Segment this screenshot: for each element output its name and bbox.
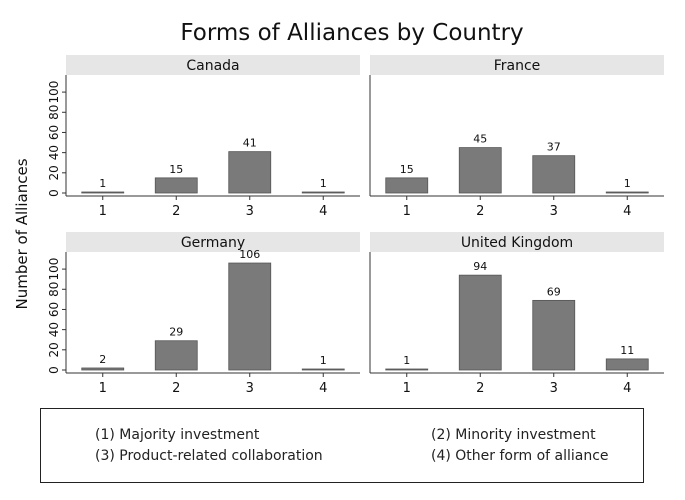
bar-value-label-united-kingdom-3: 69 <box>547 285 561 298</box>
x-tick-label-canada-2: 2 <box>172 204 180 219</box>
x-tick-label-france-2: 2 <box>476 204 484 219</box>
bar-germany-1 <box>81 367 125 371</box>
y-tick-label-canada-100: 100 <box>47 81 61 104</box>
x-tick-label-germany-3: 3 <box>246 381 254 396</box>
y-tick-label-germany-40: 40 <box>47 322 61 337</box>
bar-value-label-france-1: 15 <box>400 163 414 176</box>
panel-header-canada <box>66 55 360 75</box>
x-tick-label-germany-2: 2 <box>172 381 180 396</box>
legend-entry-3: (3) Product-related collaboration <box>95 448 323 464</box>
bar-value-label-germany-1: 2 <box>99 353 106 366</box>
bar-value-label-germany-2: 29 <box>169 326 183 339</box>
legend-entry-4: (4) Other form of alliance <box>431 448 609 464</box>
y-tick-label-germany-100: 100 <box>47 258 61 281</box>
bar-united-kingdom-1 <box>385 368 429 371</box>
bar-canada-3 <box>228 151 272 194</box>
y-tick-label-canada-60: 60 <box>47 125 61 140</box>
bar-value-label-france-4: 1 <box>624 177 631 190</box>
y-tick-label-canada-40: 40 <box>47 145 61 160</box>
y-tick-label-canada-80: 80 <box>47 105 61 120</box>
bar-value-label-canada-3: 41 <box>243 137 257 150</box>
bar-france-1 <box>385 177 429 194</box>
bar-united-kingdom-3 <box>532 299 576 371</box>
x-tick-label-united-kingdom-3: 3 <box>550 381 558 396</box>
bar-value-label-france-3: 37 <box>547 141 561 154</box>
chart-title: Forms of Alliances by Country <box>180 20 523 46</box>
bar-germany-2 <box>154 340 198 371</box>
x-tick-label-germany-4: 4 <box>319 381 327 396</box>
x-tick-label-canada-3: 3 <box>246 204 254 219</box>
bar-united-kingdom-2 <box>458 274 502 371</box>
bar-united-kingdom-4 <box>605 358 649 371</box>
x-tick-label-france-3: 3 <box>550 204 558 219</box>
bar-value-label-germany-3: 106 <box>239 248 260 261</box>
y-tick-label-canada-0: 0 <box>47 189 61 197</box>
bar-value-label-canada-4: 1 <box>320 177 327 190</box>
panel-title-united-kingdom: United Kingdom <box>461 235 573 251</box>
bar-value-label-united-kingdom-2: 94 <box>473 260 487 273</box>
legend-entry-2: (2) Minority investment <box>431 427 596 443</box>
x-tick-label-united-kingdom-4: 4 <box>623 381 631 396</box>
panel-header-france <box>370 55 664 75</box>
panel-header-united-kingdom <box>370 232 664 252</box>
bar-value-label-united-kingdom-4: 11 <box>620 344 634 357</box>
panel-title-canada: Canada <box>186 58 239 74</box>
x-tick-label-united-kingdom-2: 2 <box>476 381 484 396</box>
legend: (1) Majority investment (2) Minority inv… <box>40 408 644 483</box>
bar-germany-3 <box>228 262 272 371</box>
bar-value-label-united-kingdom-1: 1 <box>403 354 410 367</box>
bar-value-label-canada-1: 1 <box>99 177 106 190</box>
y-tick-label-germany-80: 80 <box>47 282 61 297</box>
x-tick-label-france-1: 1 <box>403 204 411 219</box>
bar-canada-1 <box>81 191 125 194</box>
bar-france-2 <box>458 147 502 194</box>
bar-value-label-germany-4: 1 <box>320 354 327 367</box>
y-axis-label: Number of Alliances <box>13 158 31 309</box>
legend-entry-1: (1) Majority investment <box>95 427 260 443</box>
x-tick-label-germany-1: 1 <box>99 381 107 396</box>
panel-header-germany <box>66 232 360 252</box>
x-tick-label-united-kingdom-1: 1 <box>403 381 411 396</box>
bar-canada-4 <box>301 191 345 194</box>
bar-value-label-canada-2: 15 <box>169 163 183 176</box>
bar-germany-4 <box>301 368 345 371</box>
panel-title-germany: Germany <box>181 235 245 251</box>
bar-france-3 <box>532 155 576 194</box>
x-tick-label-canada-4: 4 <box>319 204 327 219</box>
y-tick-label-germany-0: 0 <box>47 366 61 374</box>
y-tick-label-germany-20: 20 <box>47 342 61 357</box>
bar-canada-2 <box>154 177 198 194</box>
panel-france: France 15 1 45 2 37 3 1 4 <box>369 55 664 219</box>
panel-title-france: France <box>494 58 541 74</box>
bar-france-4 <box>605 191 649 194</box>
x-tick-label-france-4: 4 <box>623 204 631 219</box>
y-tick-label-canada-20: 20 <box>47 165 61 180</box>
x-tick-label-canada-1: 1 <box>99 204 107 219</box>
bar-value-label-france-2: 45 <box>473 133 487 146</box>
y-tick-label-germany-60: 60 <box>47 302 61 317</box>
